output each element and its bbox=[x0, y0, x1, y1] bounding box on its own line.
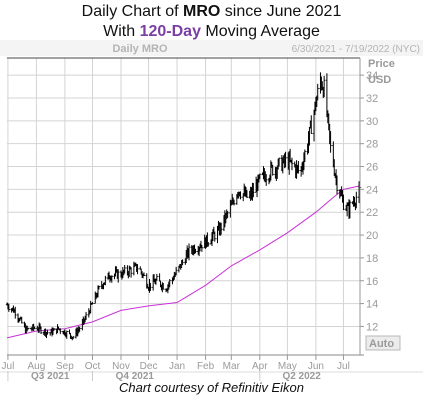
y-tick-label: 30 bbox=[366, 116, 378, 128]
moving-average-line bbox=[6, 185, 361, 339]
x-tick-label: Jul bbox=[337, 361, 350, 372]
x-tick-label: Nov bbox=[112, 361, 130, 372]
x-axis: Jul Aug Sep Oct Nov Dec Jan Feb Mar Apr May Jun Jul Q… bbox=[0, 355, 423, 382]
y-tick-label: 32 bbox=[366, 93, 378, 105]
auto-scale-label: Auto bbox=[369, 338, 394, 350]
y-tick-label: 20 bbox=[366, 230, 378, 242]
y-tick-label: 28 bbox=[366, 139, 378, 151]
y-tick-label: 14 bbox=[366, 299, 378, 311]
x-tick-label: Jul bbox=[2, 361, 15, 372]
y-tick-label: 22 bbox=[366, 207, 378, 219]
price-chart: Daily MRO 6/30/2021 - 7/19/2022 (NYC) Pr… bbox=[0, 40, 423, 382]
y-tick-label: 24 bbox=[366, 184, 378, 196]
axis-price-label: Price bbox=[368, 58, 395, 70]
x-tick-label: Sep bbox=[56, 361, 74, 372]
auto-scale-button[interactable] bbox=[365, 335, 401, 351]
chart-title: Daily Chart of MRO since June 2021 bbox=[0, 2, 423, 22]
moving-average-layer bbox=[6, 185, 361, 339]
header-symbol: Daily MRO bbox=[112, 43, 167, 55]
subtitle-suffix: Moving Average bbox=[200, 23, 320, 40]
title-ticker: MRO bbox=[183, 3, 221, 20]
y-axis: 12 14 16 18 20 22 24 26 28 30 32 34 bbox=[359, 58, 378, 355]
x-tick-label: Aug bbox=[28, 361, 46, 372]
chart-subtitle: With 120-Day Moving Average bbox=[0, 22, 423, 42]
x-tick-label: Feb bbox=[197, 361, 215, 372]
quarter-label: Q3 2021 bbox=[31, 371, 70, 382]
price-bars-layer bbox=[5, 72, 362, 341]
chart-credit: Chart courtesy of Refinitiv Eikon bbox=[119, 380, 304, 395]
chart-background bbox=[0, 40, 423, 382]
axis-unit-label: USD bbox=[368, 74, 391, 86]
subtitle-ma-label: 120-Day bbox=[139, 23, 201, 40]
x-tick-label: Jan bbox=[169, 361, 185, 372]
title-suffix: since June 2021 bbox=[220, 3, 342, 20]
y-tick-label: 34 bbox=[366, 70, 378, 82]
x-tick-label: Mar bbox=[223, 361, 241, 372]
subtitle-prefix: With bbox=[103, 23, 140, 40]
chart-header-bar bbox=[0, 40, 423, 56]
x-tick-label: Dec bbox=[140, 361, 158, 372]
x-tick-label: Apr bbox=[252, 361, 268, 372]
title-prefix: Daily Chart of bbox=[81, 3, 184, 20]
quarter-label: Q4 2021 bbox=[116, 371, 155, 382]
x-tick-label: May bbox=[278, 361, 297, 372]
y-tick-label: 18 bbox=[366, 253, 378, 265]
x-tick-label: Oct bbox=[85, 361, 101, 372]
quarter-label: Q2 2022 bbox=[282, 371, 321, 382]
y-tick-label: 12 bbox=[366, 321, 378, 333]
y-tick-label: 16 bbox=[366, 276, 378, 288]
y-tick-label: 26 bbox=[366, 162, 378, 174]
header-date-range: 6/30/2021 - 7/19/2022 (NYC) bbox=[292, 44, 420, 55]
x-tick-label: Jun bbox=[308, 361, 324, 372]
